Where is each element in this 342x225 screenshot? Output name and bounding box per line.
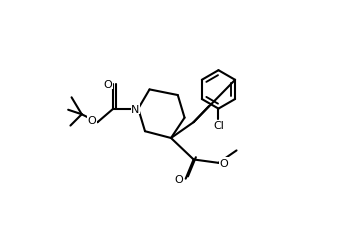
Text: O: O <box>174 174 183 184</box>
Text: N: N <box>131 104 140 114</box>
Text: Cl: Cl <box>213 121 224 130</box>
Text: O: O <box>220 158 228 168</box>
Text: O: O <box>103 79 112 89</box>
Text: O: O <box>88 115 96 125</box>
